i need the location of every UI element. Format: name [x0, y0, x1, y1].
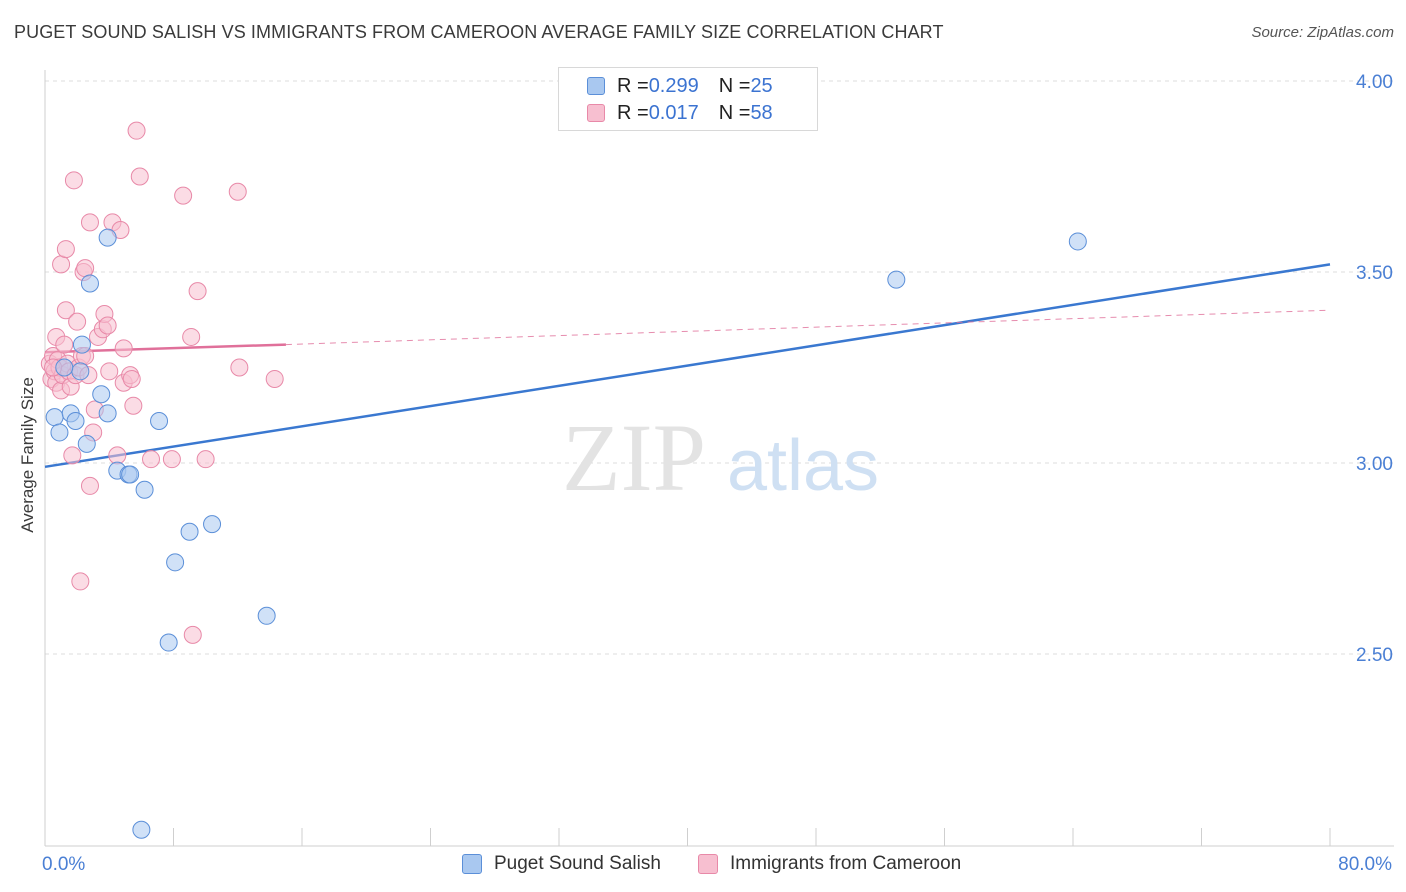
x-max-label: 80.0% [1338, 854, 1392, 875]
blue-swatch-icon [462, 854, 482, 874]
salish-point [132, 820, 151, 839]
cameroon-point [71, 572, 90, 591]
cameroon-point [122, 369, 141, 388]
cameroon-point [52, 255, 71, 274]
salish-point [71, 362, 90, 381]
cameroon-point [56, 240, 75, 259]
salish-point [45, 408, 64, 427]
cameroon-point [265, 369, 284, 388]
salish-point [55, 358, 74, 377]
cameroon-point [76, 259, 95, 278]
salish-point [72, 335, 91, 354]
legend-n-label: N = [718, 101, 751, 124]
cameroon-point [98, 316, 117, 335]
cameroon-point [188, 282, 207, 301]
bottom-legend-label: Puget Sound Salish [494, 853, 661, 874]
cameroon-point [63, 446, 82, 465]
salish-point [66, 411, 85, 430]
cameroon-point [55, 335, 74, 354]
legend-r-value: 0.299 [648, 74, 699, 97]
salish-point [1068, 232, 1087, 251]
chart-title: PUGET SOUND SALISH VS IMMIGRANTS FROM CA… [14, 22, 944, 42]
legend-r-value: 0.017 [648, 101, 699, 124]
salish-point [121, 465, 140, 484]
legend-n-value: 58 [750, 101, 773, 124]
salish-point [80, 274, 99, 293]
y-tick-label: 3.50 [1356, 263, 1393, 284]
legend-n-label: N = [718, 74, 751, 97]
salish-point [257, 606, 276, 625]
cameroon-trend-extension [285, 309, 1331, 346]
salish-point [135, 480, 154, 499]
y-tick-label: 3.00 [1356, 454, 1393, 475]
cameroon-point [162, 450, 181, 469]
salish-trend-line [44, 263, 1331, 469]
y-tick-label: 4.00 [1356, 72, 1393, 93]
bottom-legend-salish: Puget Sound Salish [462, 852, 661, 876]
watermark-atlas: atlas [727, 426, 879, 506]
salish-point [166, 553, 185, 572]
cameroon-point [100, 362, 119, 381]
legend-row-salish: R = 0.299 N = 25 [587, 74, 773, 98]
salish-point [887, 270, 906, 289]
pink-swatch-icon [698, 854, 718, 874]
cameroon-point [80, 476, 99, 495]
cameroon-point [108, 446, 127, 465]
cameroon-point [68, 312, 87, 331]
y-axis-label: Average Family Size [18, 377, 37, 533]
stats-legend: R = 0.299 N = 25 R = 0.017 N = 58 [558, 67, 818, 131]
axes [44, 70, 1394, 847]
salish-point [159, 633, 178, 652]
data-points [40, 121, 1087, 839]
salish-point [203, 515, 222, 534]
source-label: Source: ZipAtlas.com [1251, 24, 1394, 41]
cameroon-point [182, 327, 201, 346]
legend-r-label: R = [617, 101, 649, 124]
y-tick-label: 2.50 [1356, 645, 1393, 666]
salish-point [77, 434, 96, 453]
cameroon-point [196, 450, 215, 469]
pink-swatch-icon [587, 104, 605, 122]
cameroon-point [80, 213, 99, 232]
cameroon-point [114, 339, 133, 358]
bottom-legend-cameroon: Immigrants from Cameroon [698, 852, 961, 876]
salish-point [98, 228, 117, 247]
legend-row-cameroon: R = 0.017 N = 58 [587, 101, 773, 125]
watermark-zip: ZIP [562, 404, 706, 511]
cameroon-point [56, 301, 75, 320]
cameroon-point [230, 358, 249, 377]
salish-point [98, 404, 117, 423]
salish-point [150, 411, 169, 430]
cameroon-point [142, 450, 161, 469]
x-min-label: 0.0% [42, 854, 85, 875]
legend-r-label: R = [617, 74, 649, 97]
cameroon-point [127, 121, 146, 140]
cameroon-point [183, 625, 202, 644]
cameroon-point [228, 182, 247, 201]
cameroon-point [124, 396, 143, 415]
y-tick-labels: 2.50 3.00 3.50 4.00 [1356, 72, 1393, 666]
salish-point [92, 385, 111, 404]
bottom-legend-label: Immigrants from Cameroon [730, 853, 962, 874]
salish-point [180, 522, 199, 541]
cameroon-point [130, 167, 149, 186]
salish-point [50, 423, 69, 442]
watermark: ZIP atlas [562, 404, 879, 511]
blue-swatch-icon [587, 77, 605, 95]
cameroon-point [64, 171, 83, 190]
cameroon-point [174, 186, 193, 205]
legend-n-value: 25 [750, 74, 773, 97]
